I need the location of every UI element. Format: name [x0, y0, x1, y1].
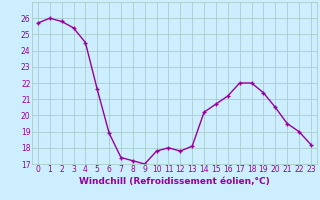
X-axis label: Windchill (Refroidissement éolien,°C): Windchill (Refroidissement éolien,°C)	[79, 177, 270, 186]
